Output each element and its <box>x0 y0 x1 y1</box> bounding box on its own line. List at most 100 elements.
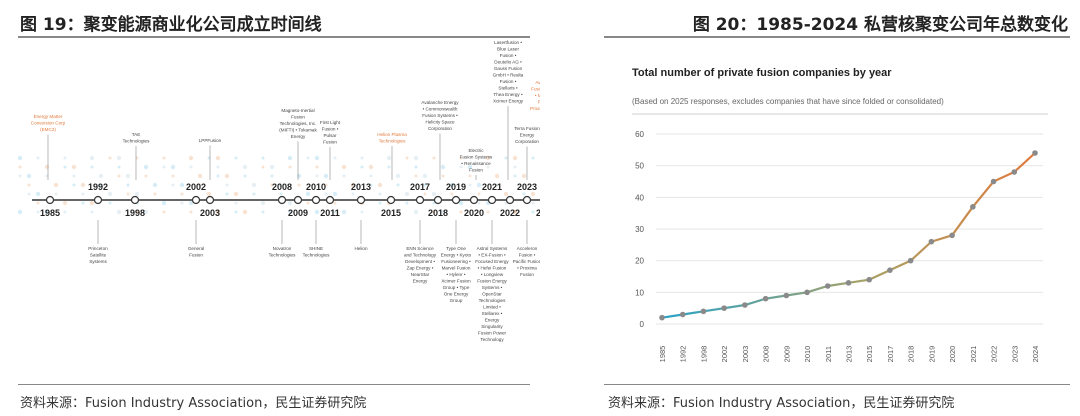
company-label: (MIFTI) • Tokamak <box>279 128 317 133</box>
x-tick-label: 2018 <box>907 346 916 363</box>
company-label: Corporation <box>515 139 539 144</box>
company-label: Helion Plasma <box>377 132 407 137</box>
pattern-dot <box>270 183 274 187</box>
pattern-dot <box>440 209 446 215</box>
company-label: Energy <box>413 279 428 284</box>
company-label: Technology <box>480 337 504 342</box>
company-group-below: SHINE Technologies <box>303 220 331 258</box>
company-label: Gauss Fusion <box>494 66 523 71</box>
pattern-dot <box>342 174 346 178</box>
pattern-dot <box>242 164 248 170</box>
x-tick-label: 2011 <box>824 346 833 362</box>
pattern-dot <box>377 182 383 188</box>
pattern-dot <box>89 155 95 161</box>
x-tick-label: 2009 <box>782 346 791 363</box>
pattern-dot <box>414 174 418 178</box>
pattern-dot <box>36 201 40 205</box>
pattern-dot <box>287 200 293 206</box>
pattern-dot <box>108 201 112 205</box>
company-group-below: Astral Systems • EX-Fusion •Focused Energ… <box>475 220 509 342</box>
pattern-dot <box>315 174 319 178</box>
pattern-dot <box>144 174 148 178</box>
milestone-2011: 2011 <box>320 195 340 218</box>
x-tick-label: 2019 <box>927 346 936 363</box>
milestone-marker <box>277 195 287 205</box>
data-point-1992 <box>679 311 686 318</box>
company-label: • EX-Fusion • <box>478 253 506 258</box>
company-label: Lasertfusion • <box>494 40 522 45</box>
milestone-marker <box>356 195 366 205</box>
company-label: Fusioneering • <box>441 259 471 264</box>
company-label: • Renaissance <box>461 161 491 166</box>
company-label: Technologies <box>303 253 331 258</box>
company-label: Fusion <box>469 168 483 173</box>
line-chart: Total number of private fusion companies… <box>632 67 1048 363</box>
pattern-dot <box>324 192 328 196</box>
milestone-marker <box>191 195 201 205</box>
milestone-year: 2019 <box>446 182 466 192</box>
pattern-dot <box>116 209 122 215</box>
data-point-2013 <box>845 280 852 286</box>
company-label: Limited • <box>483 305 501 310</box>
pattern-dot <box>333 201 337 205</box>
company-label: Satellite <box>90 253 107 258</box>
y-tick-label: 0 <box>640 320 645 329</box>
pattern-dot <box>449 182 455 188</box>
pattern-dot <box>189 210 193 214</box>
pattern-dot <box>324 183 328 187</box>
company-label: One Energy <box>444 292 469 297</box>
company-label: Xcimer Fusion <box>441 279 471 284</box>
company-label: LPPFusion <box>199 138 222 143</box>
company-group-below: General Fusion <box>188 220 204 258</box>
company-label: Terra Fusion <box>514 126 540 131</box>
pattern-dot <box>278 182 284 188</box>
pattern-dot <box>260 200 266 206</box>
x-tick-label: 1992 <box>679 346 688 363</box>
pattern-dot <box>90 165 94 169</box>
company-group-below: Acceleron Fusion •Pacific Fusion • Proxima… <box>513 220 540 277</box>
milestone-2003: 2003 <box>200 195 220 218</box>
pattern-dot <box>251 182 257 188</box>
pattern-dot <box>323 173 329 179</box>
company-label: Energy Matter <box>34 114 63 119</box>
pattern-dot <box>126 183 130 187</box>
pattern-dot <box>27 192 31 196</box>
pattern-dot <box>216 165 220 169</box>
x-tick-label: 2020 <box>948 346 957 363</box>
milestone-marker <box>451 195 461 205</box>
data-point-2009 <box>783 292 790 299</box>
pattern-dot <box>99 183 103 187</box>
pattern-dot <box>180 192 184 196</box>
data-point-1985 <box>659 314 665 321</box>
pattern-dot <box>486 210 490 214</box>
milestone-year: 2003 <box>200 208 220 218</box>
milestone-2017: 2017 <box>410 182 430 205</box>
pattern-dot <box>494 173 500 179</box>
company-group-above: Electric Fusion Systems• Renaissance Fusio… <box>460 148 493 180</box>
pattern-dot <box>162 210 166 214</box>
pattern-dot <box>116 155 122 161</box>
pattern-dot <box>485 155 491 161</box>
pattern-dot <box>423 192 427 196</box>
left-title-rule <box>18 36 530 38</box>
y-tick-label: 50 <box>635 162 644 171</box>
pattern-dot <box>296 173 302 179</box>
milestone-year: 2010 <box>306 182 326 192</box>
pattern-dot <box>333 210 337 214</box>
pattern-dot <box>152 182 158 188</box>
company-label: and Technology <box>404 253 437 258</box>
pattern-dot <box>170 164 176 170</box>
milestone-marker <box>45 195 55 205</box>
company-label: Fusion • <box>322 127 339 132</box>
pattern-dot <box>503 191 509 197</box>
milestone-2009: 2009 <box>288 195 308 218</box>
pattern-dot <box>458 200 464 206</box>
pattern-dot <box>224 173 230 179</box>
pattern-dot <box>71 164 77 170</box>
pattern-dot <box>36 156 40 160</box>
company-label: Corporation <box>428 126 452 131</box>
milestone-marker <box>469 195 479 205</box>
pattern-dot <box>261 210 265 214</box>
pattern-dot <box>197 173 203 179</box>
